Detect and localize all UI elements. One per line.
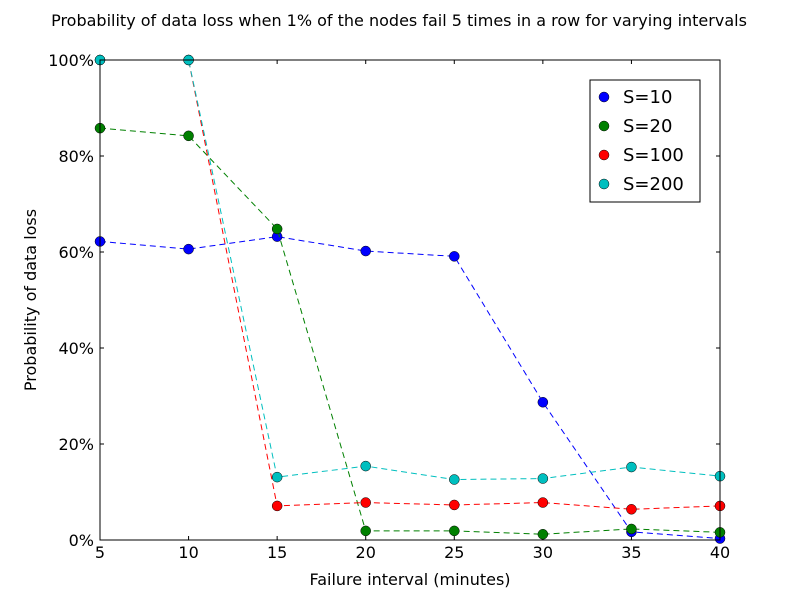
x-tick-label: 25 — [444, 543, 464, 562]
data-point — [449, 474, 460, 485]
data-point — [360, 460, 371, 472]
legend-marker — [598, 91, 610, 103]
x-tick-label: 5 — [95, 543, 105, 562]
x-tick-label: 20 — [356, 543, 376, 562]
plot-area: 5 10 15 20 25 30 35 40 0% 20% 40% 60% 80% 100% — [48, 51, 730, 562]
x-tick-label: 35 — [621, 543, 641, 562]
x-tick-label: 40 — [710, 543, 730, 562]
y-tick-label: 20% — [58, 435, 94, 454]
data-point — [271, 471, 283, 483]
data-point — [183, 130, 194, 142]
data-point — [449, 525, 460, 537]
data-point — [449, 251, 460, 262]
x-tick-label: 15 — [267, 543, 287, 562]
series-line-S=10 — [99, 236, 721, 540]
x-axis-label: Failure interval (minutes) — [309, 570, 510, 589]
data-point — [183, 243, 194, 255]
data-point — [360, 245, 371, 257]
data-point — [271, 500, 283, 512]
legend-marker — [598, 149, 610, 161]
legend-marker — [598, 178, 610, 190]
chart-title: Probability of data loss when 1% of the … — [51, 11, 747, 30]
y-tick-label: 60% — [58, 243, 94, 262]
data-point — [626, 504, 637, 515]
data-point — [271, 223, 283, 235]
axes-frame — [99, 59, 721, 541]
legend-marker — [598, 120, 610, 132]
data-point — [626, 523, 637, 535]
legend: S=10 S=20 S=100 S=200 — [589, 79, 701, 203]
series-line-S=20 — [99, 127, 721, 535]
y-axis-label: Probability of data loss — [21, 209, 40, 391]
x-tick-label: 30 — [533, 543, 553, 562]
y-tick-label: 40% — [58, 339, 94, 358]
x-tick-label: 10 — [178, 543, 198, 562]
data-point — [537, 497, 549, 508]
legend-label: S=20 — [623, 116, 672, 137]
data-point — [360, 525, 371, 537]
data-point — [537, 473, 549, 484]
y-tick-label: 80% — [58, 147, 94, 166]
data-point — [449, 499, 460, 511]
legend-label: S=100 — [623, 145, 684, 166]
legend-label: S=200 — [623, 174, 684, 195]
data-point — [626, 461, 637, 473]
y-tick-label: 100% — [48, 51, 94, 70]
legend-label: S=10 — [623, 87, 672, 108]
y-tick-label: 0% — [69, 531, 94, 550]
data-point — [537, 396, 549, 408]
data-point — [537, 528, 549, 540]
data-point — [360, 497, 371, 508]
series-line-S=100 — [100, 59, 721, 510]
